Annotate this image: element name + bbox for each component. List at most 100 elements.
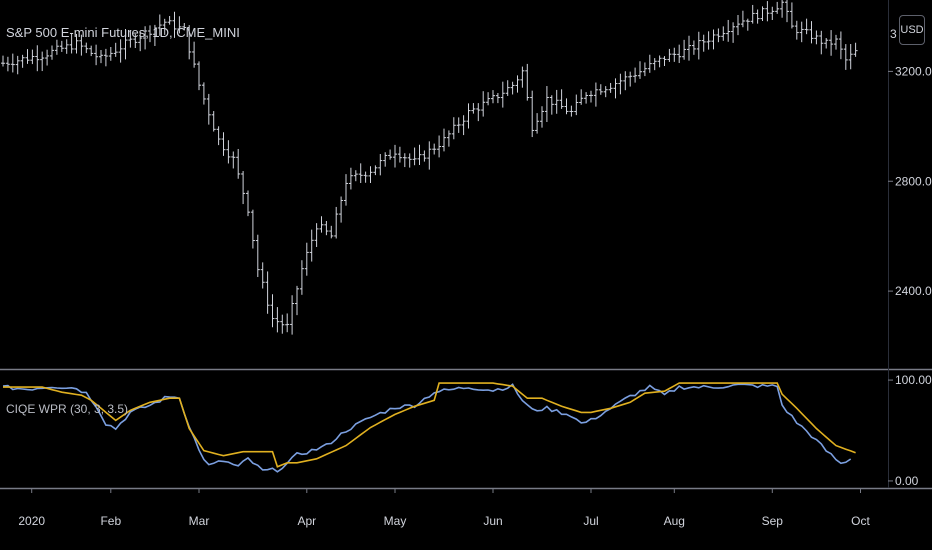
- price-bar: [206, 93, 211, 125]
- price-bar: [701, 34, 706, 52]
- price-bar: [427, 141, 432, 170]
- time-tick-label: Jun: [483, 514, 502, 528]
- indicator-pane[interactable]: [2, 382, 856, 473]
- price-bar: [559, 89, 564, 109]
- time-tick-label: Aug: [664, 514, 685, 528]
- price-bar: [270, 294, 275, 328]
- currency-button[interactable]: USD: [899, 15, 925, 45]
- price-tick-label: 2800.00: [895, 174, 932, 188]
- price-bar: [652, 58, 657, 71]
- price-bar: [740, 10, 745, 28]
- price-bar: [677, 44, 682, 64]
- price-bar: [691, 40, 696, 55]
- price-bar: [500, 81, 505, 108]
- price-bar: [593, 82, 598, 107]
- price-bar: [628, 71, 633, 87]
- price-bar: [133, 33, 138, 49]
- price-bar: [260, 262, 265, 289]
- price-bar: [363, 171, 368, 183]
- signal-line: [3, 382, 856, 468]
- price-bar: [834, 34, 838, 50]
- price-bar: [64, 39, 69, 54]
- price-bar: [378, 154, 383, 176]
- price-bar: [138, 32, 143, 52]
- price-bar: [657, 55, 662, 68]
- price-bar: [623, 71, 628, 91]
- price-bar: [775, 1, 780, 14]
- price-bar: [314, 223, 319, 247]
- price-bar: [442, 128, 446, 152]
- price-bar: [535, 113, 540, 134]
- price-bar: [505, 80, 510, 96]
- price-bar: [157, 14, 162, 36]
- price-bar: [265, 271, 270, 314]
- price-bar: [201, 82, 206, 105]
- price-bar: [706, 31, 711, 50]
- price-bar: [226, 140, 231, 164]
- price-bar: [446, 130, 451, 147]
- price-tick-label: 3200.00: [895, 64, 932, 78]
- price-bar: [123, 28, 128, 60]
- price-bar: [515, 75, 520, 93]
- price-bar: [814, 30, 819, 45]
- price-bar: [731, 22, 736, 43]
- price-bar: [495, 92, 500, 104]
- price-bar: [397, 146, 402, 163]
- price-bar: [638, 61, 642, 79]
- time-tick-label: Sep: [762, 514, 784, 528]
- price-bar: [809, 21, 814, 44]
- price-bar: [309, 229, 314, 262]
- price-bar: [250, 209, 255, 249]
- price-bar: [574, 94, 579, 116]
- price-bar: [476, 103, 481, 122]
- price-bar: [765, 1, 770, 22]
- price-bar: [422, 150, 427, 162]
- price-bar: [40, 51, 45, 72]
- price-bar: [589, 90, 593, 103]
- price-bar: [544, 86, 549, 123]
- time-tick-label: Oct: [851, 514, 870, 528]
- price-pane[interactable]: [1, 0, 858, 335]
- price-bar: [471, 103, 476, 114]
- price-bar: [407, 153, 412, 168]
- price-bar: [569, 105, 574, 117]
- price-bar: [598, 84, 603, 95]
- price-bar: [451, 117, 456, 140]
- price-bar: [843, 44, 848, 70]
- price-bar: [20, 54, 25, 68]
- price-bar: [402, 153, 407, 168]
- time-tick-label: Mar: [189, 514, 210, 528]
- price-bar: [187, 25, 192, 60]
- indicator-title: CIQE WPR (30, 3, 3.5): [6, 402, 129, 416]
- price-bar: [711, 29, 716, 50]
- price-bar: [491, 90, 495, 104]
- price-bar: [785, 0, 789, 23]
- axes: 2400.00 2800.00 3200.00 0.00 100.00 2020 Feb Ma…: [0, 0, 932, 528]
- price-bar: [339, 196, 344, 223]
- price-bar: [662, 56, 667, 66]
- price-bar: [255, 234, 260, 278]
- time-tick-label: Jul: [583, 514, 598, 528]
- price-bar: [15, 55, 20, 75]
- price-bar: [750, 4, 755, 24]
- price-bar: [682, 39, 687, 60]
- price-bar: [633, 67, 638, 83]
- price-bar: [848, 44, 853, 70]
- price-bar: [35, 45, 40, 72]
- price-bar: [344, 174, 348, 206]
- price-bar: [613, 78, 618, 99]
- price-bar: [853, 42, 858, 57]
- price-bar: [99, 49, 103, 64]
- price-bar: [329, 225, 334, 239]
- price-bar: [353, 170, 358, 182]
- price-bar: [672, 47, 677, 62]
- price-bar: [74, 34, 79, 54]
- price-bar: [45, 49, 50, 66]
- price-bar: [579, 89, 584, 105]
- price-bar: [358, 163, 363, 184]
- price-bar: [30, 49, 35, 65]
- price-bar: [554, 89, 559, 114]
- price-bar: [540, 106, 544, 128]
- price-bar: [197, 61, 201, 91]
